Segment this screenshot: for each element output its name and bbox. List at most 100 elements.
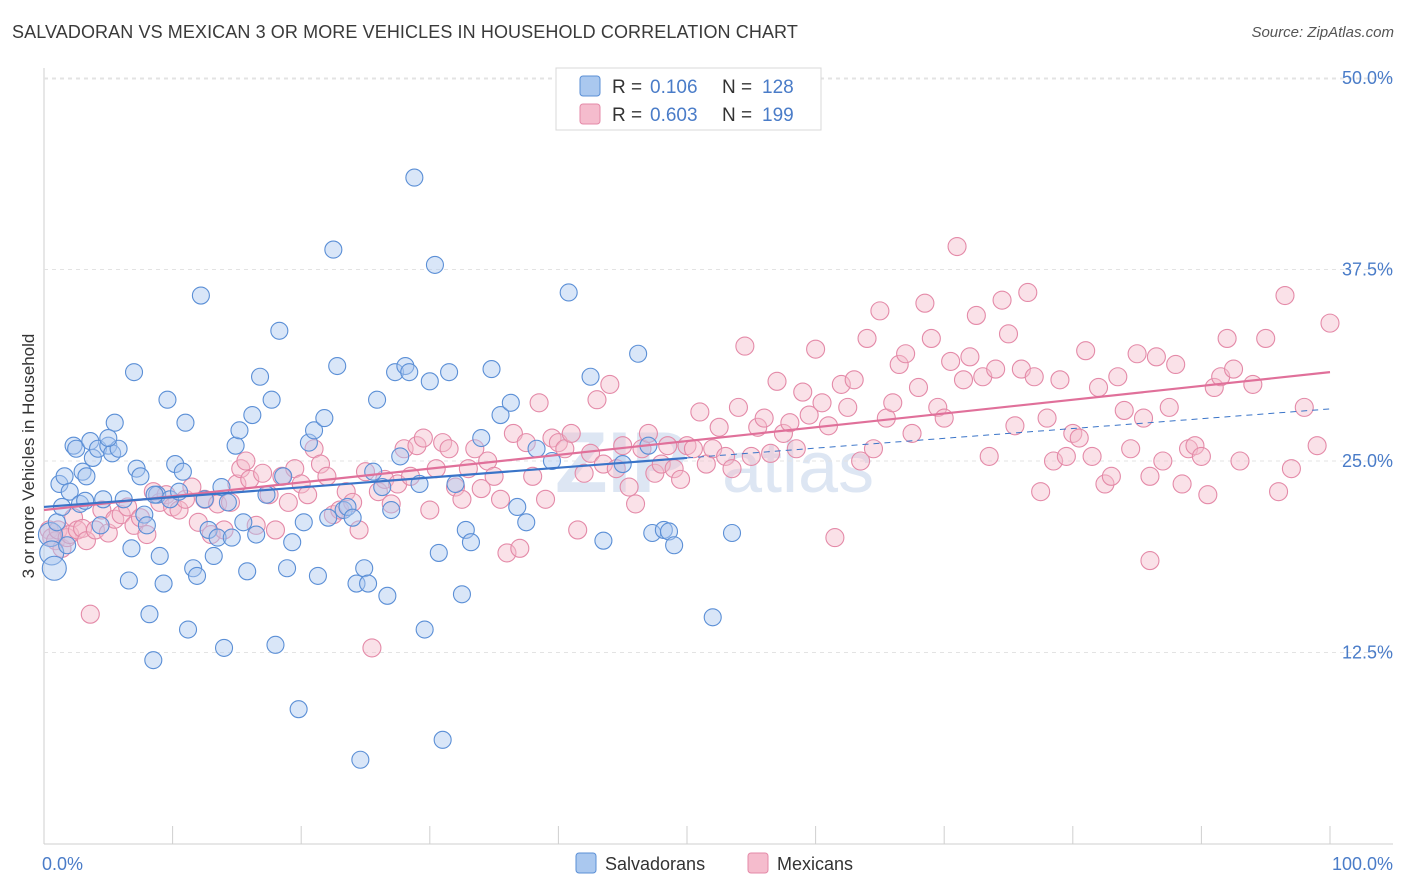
salvadorans-point [178, 620, 198, 639]
mexicans-point [111, 505, 131, 525]
mexicans-point [568, 520, 588, 540]
mexicans-point [915, 293, 935, 313]
mexicans-point [671, 469, 691, 489]
y-axis-title: 3 or more Vehicles in Household [19, 334, 38, 579]
salvadorans-point [629, 344, 648, 363]
mexicans-point [619, 477, 639, 497]
salvadorans-point [491, 405, 510, 425]
mexicans-point [928, 397, 948, 417]
bottom-legend-label-salvadorans: Salvadorans [605, 854, 705, 874]
salvadorans-point [99, 428, 118, 448]
mexicans-point [941, 351, 961, 371]
legend-swatch-salvadorans [579, 75, 601, 97]
mexicans-point [510, 538, 530, 558]
bottom-legend-swatch-salvadorans [575, 852, 597, 874]
mexicans-point [1281, 459, 1301, 479]
mexicans-trend-line [43, 371, 1331, 512]
salvadorans-point [508, 497, 527, 517]
mexicans-point [1275, 285, 1295, 306]
mexicans-point [806, 339, 826, 359]
salvadorans-point [191, 286, 210, 305]
salvadorans-point [386, 363, 405, 382]
mexicans-point [1166, 354, 1186, 375]
mexicans-point [523, 466, 543, 486]
salvadorans-point [382, 500, 401, 520]
mexicans-point [1088, 377, 1109, 398]
mexicans-point [683, 439, 703, 459]
mexicans-point [471, 479, 491, 499]
mexicans-point [722, 459, 742, 479]
correlation-legend: R = 0.106 N = 128 R = 0.603 N = 199 [555, 67, 822, 131]
mexicans-point [1269, 482, 1289, 502]
source-label: Source: ZipAtlas.com [1251, 24, 1394, 41]
mexicans-point [1172, 474, 1192, 494]
salvadorans-point [594, 531, 613, 550]
mexicans-point [265, 520, 286, 540]
mexicans-point [883, 393, 903, 413]
mexicans-point [1256, 328, 1276, 348]
mexicans-point [503, 423, 523, 443]
salvadorans-point [234, 513, 253, 532]
mexicans-point [986, 359, 1006, 379]
x-tick-label-max: 100.0% [1332, 854, 1393, 874]
mexicans-point [780, 413, 800, 433]
salvadorans-point [328, 356, 347, 376]
salvadorans-point [452, 585, 472, 604]
salvadorans-point [37, 521, 63, 548]
y-tick-label: 25.0% [1342, 451, 1393, 471]
salvadorans-point [176, 413, 195, 432]
mexicans-point [728, 397, 748, 417]
mexicans-point [497, 543, 517, 563]
salvadorans-point [429, 543, 448, 562]
mexicans-point [896, 344, 916, 364]
mexicans-point [889, 354, 909, 375]
salvadorans-point [64, 436, 83, 455]
salvadorans-point [105, 413, 124, 432]
salvadorans-point [243, 405, 262, 425]
mexicans-point [1082, 446, 1102, 466]
salvadorans-point [204, 546, 223, 566]
legend-swatch-mexicans [579, 103, 601, 125]
salvadorans-point [315, 409, 334, 428]
mexicans-point [535, 489, 556, 509]
salvadorans-point [391, 447, 410, 466]
legend-r-label-1: R = [612, 77, 642, 98]
mexicans-point [908, 377, 929, 398]
mexicans-point [831, 374, 851, 394]
mexicans-point [960, 347, 980, 367]
legend-n-label-2: N = [722, 105, 752, 126]
salvadorans-point [501, 393, 520, 412]
series-legend: Salvadorans Mexicans [575, 852, 853, 874]
legend-n-value-1: 128 [762, 77, 794, 98]
salvadorans-point [274, 467, 293, 486]
mexicans-point [317, 466, 337, 486]
mexicans-point [1191, 446, 1211, 466]
salvadorans-point [83, 448, 102, 467]
salvadorans-point [359, 574, 378, 593]
salvadorans-point [266, 635, 285, 654]
salvadorans-point [343, 508, 362, 527]
bottom-legend-label-mexicans: Mexicans [777, 854, 853, 874]
mexicans-point [1005, 416, 1025, 436]
mexicans-point [947, 236, 967, 257]
salvadorans-point [433, 730, 452, 749]
mexicans-point [310, 454, 331, 474]
legend-r-value-2: 0.603 [650, 105, 698, 126]
mexicans-point [188, 512, 208, 532]
mexicans-point [1076, 341, 1096, 361]
mexicans-point [465, 439, 485, 459]
mexicans-point [407, 436, 427, 456]
mexicans-point [1224, 359, 1244, 379]
mexicans-point [516, 433, 536, 453]
salvadorans-point [378, 586, 397, 605]
salvadorans-point [446, 474, 465, 494]
mexicans-point [1243, 374, 1263, 394]
salvadorans-point [278, 559, 297, 578]
mexicans-point [343, 492, 363, 512]
salvadorans-point [461, 533, 481, 552]
mexicans-point [574, 463, 594, 483]
mexicans-point [690, 402, 710, 422]
salvadorans-point [173, 462, 192, 481]
salvadorans-point [131, 467, 150, 486]
